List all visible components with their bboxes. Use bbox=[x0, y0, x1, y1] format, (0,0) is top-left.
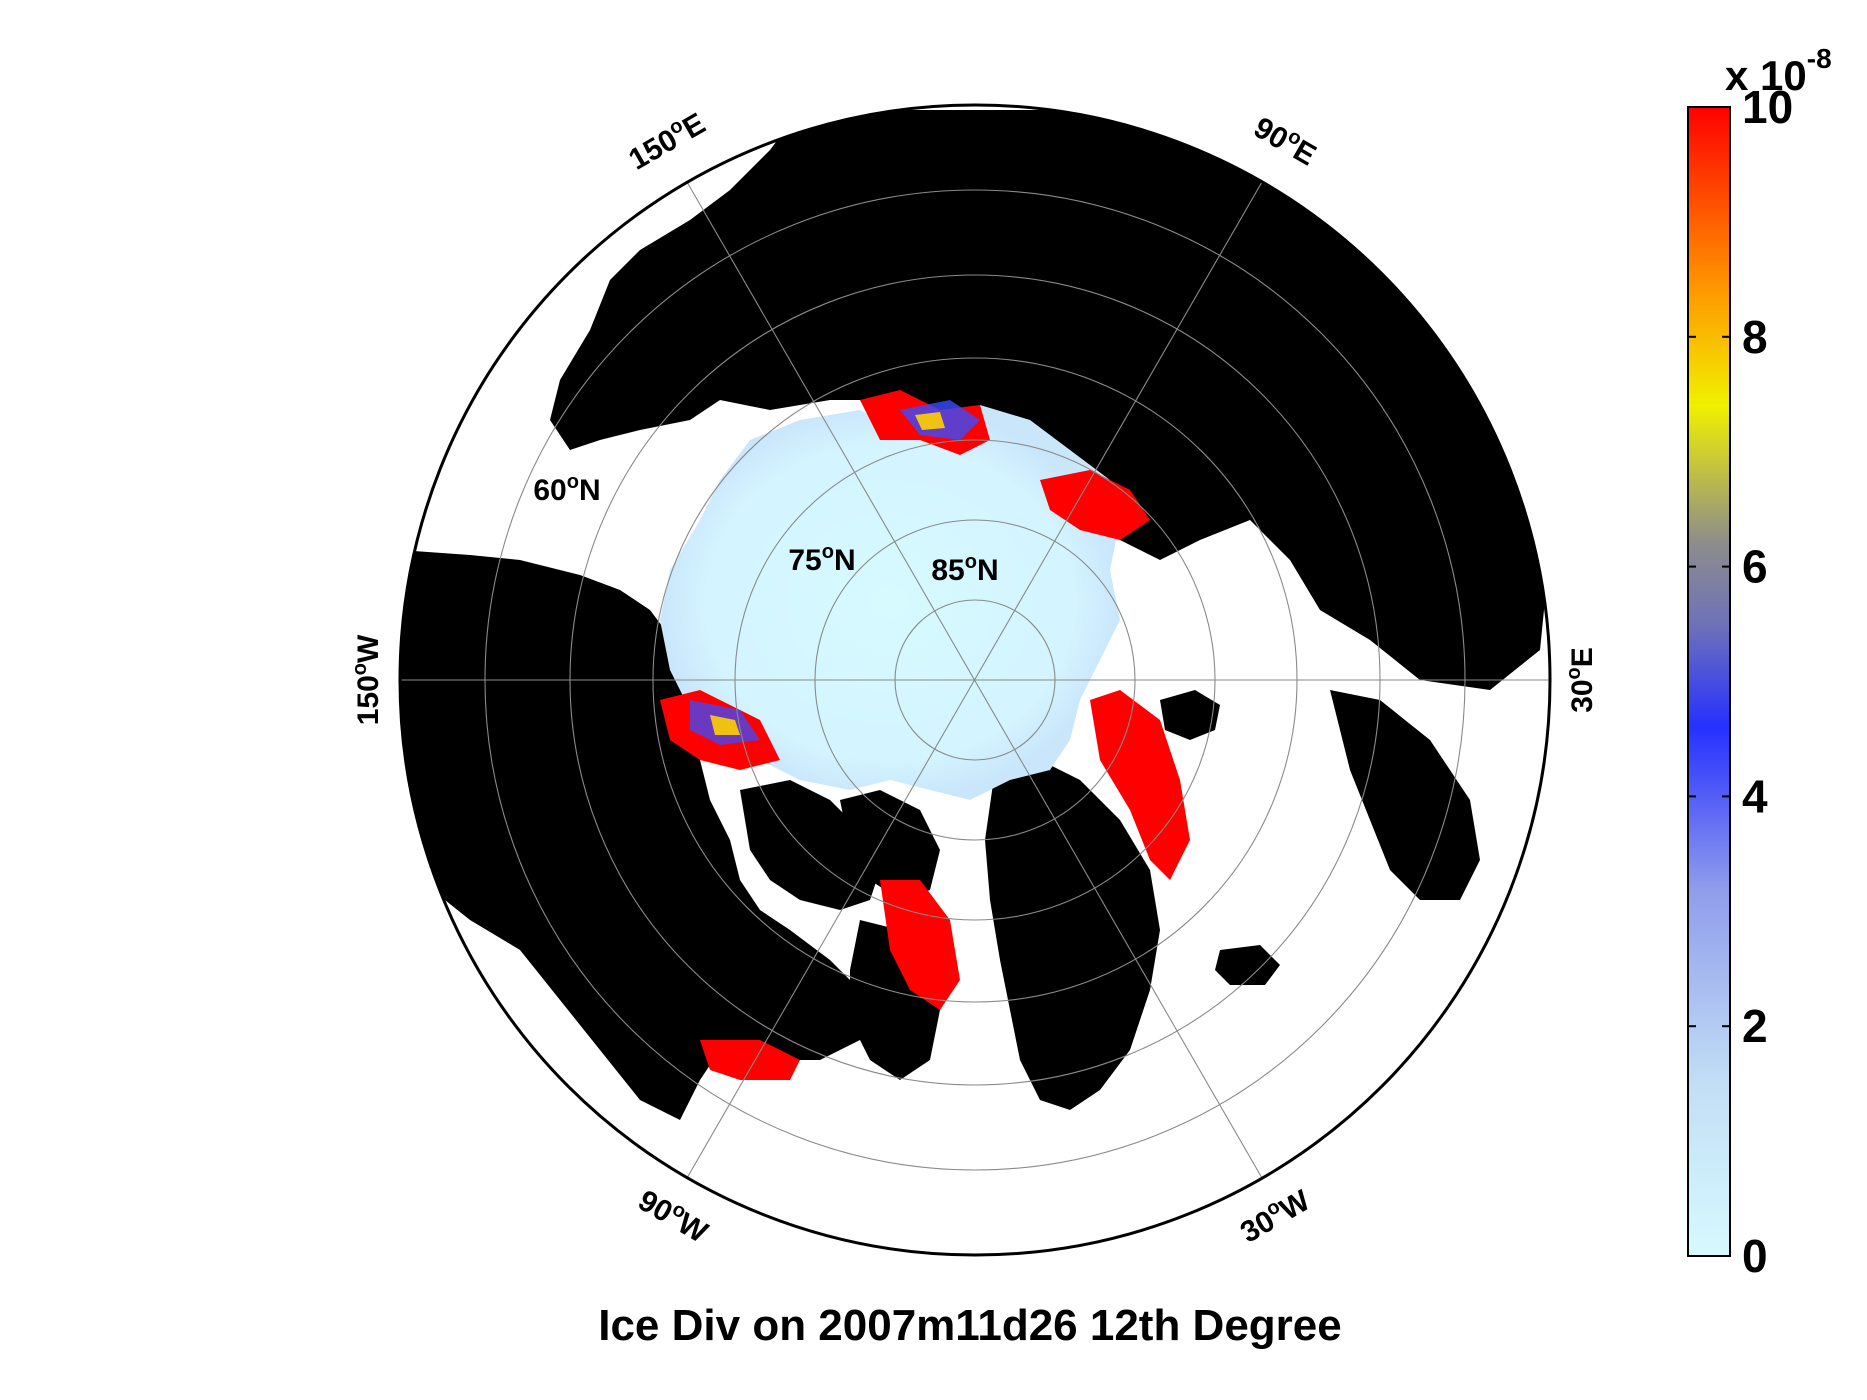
divergence-mid-patch bbox=[710, 715, 740, 735]
colorbar-tick-label: 4 bbox=[1742, 770, 1768, 822]
graticule bbox=[400, 181, 1550, 1179]
lon-label-30e: 30oE bbox=[1563, 647, 1599, 713]
map-frame bbox=[398, 103, 1552, 1257]
iceland-island bbox=[1215, 945, 1280, 985]
divergence-high-patch bbox=[700, 1040, 800, 1080]
colorbar-gradient bbox=[1687, 106, 1731, 1257]
ellesmere-island bbox=[840, 790, 940, 900]
colorbar-tick-label: 0 bbox=[1742, 1230, 1768, 1282]
divergence-mid-patch bbox=[915, 412, 945, 430]
lat-label-60n: 60oN bbox=[533, 471, 600, 507]
divergence-high-patch bbox=[1040, 470, 1150, 540]
lon-label-150w: 150oW bbox=[349, 634, 385, 725]
longitude-labels: 150oE 90oE 150oW 30oE 90oW 30oW bbox=[349, 104, 1599, 1250]
meridian bbox=[686, 181, 1263, 1179]
svalbard-island bbox=[1160, 690, 1220, 740]
lon-label-30w: 30oW bbox=[1233, 1181, 1316, 1249]
divergence-high-patch bbox=[880, 880, 960, 1010]
divergence-high-patch bbox=[1090, 690, 1190, 880]
colorbar: 0 2 4 6 8 10 x 10-8 bbox=[1687, 43, 1832, 1282]
lat-label-75n: 75oN bbox=[788, 541, 855, 577]
colorbar-tick-label: 10 bbox=[1742, 81, 1793, 133]
figure-title: Ice Div on 2007m11d26 12th Degree bbox=[598, 1301, 1342, 1350]
colorbar-multiplier: x 10-8 bbox=[1725, 43, 1832, 99]
scandinavia-land bbox=[1330, 690, 1480, 900]
land-masses bbox=[400, 110, 1550, 1120]
divergence-patches bbox=[660, 390, 1190, 1080]
eurasia-land bbox=[550, 110, 1550, 690]
ice-pack bbox=[660, 405, 1120, 800]
sea-ice-field bbox=[660, 390, 1190, 1080]
colorbar-tick-label: 2 bbox=[1742, 1000, 1768, 1052]
colorbar-tick-label: 8 bbox=[1742, 311, 1768, 363]
north-america-land bbox=[400, 550, 870, 1120]
colorbar-tick-label: 6 bbox=[1742, 541, 1768, 593]
polar-map: 150oE 90oE 150oW 30oE 90oW 30oW 60oN 75o… bbox=[349, 103, 1599, 1257]
lon-label-150e: 150oE bbox=[622, 104, 711, 176]
lon-label-90w: 90oW bbox=[632, 1181, 715, 1249]
latitude-labels: 60oN 75oN 85oN bbox=[533, 471, 998, 587]
lon-label-90e: 90oE bbox=[1248, 108, 1323, 172]
greenland-land bbox=[985, 760, 1160, 1110]
lat-label-85n: 85oN bbox=[931, 551, 998, 587]
colorbar-ticks: 0 2 4 6 8 10 bbox=[1688, 81, 1793, 1282]
